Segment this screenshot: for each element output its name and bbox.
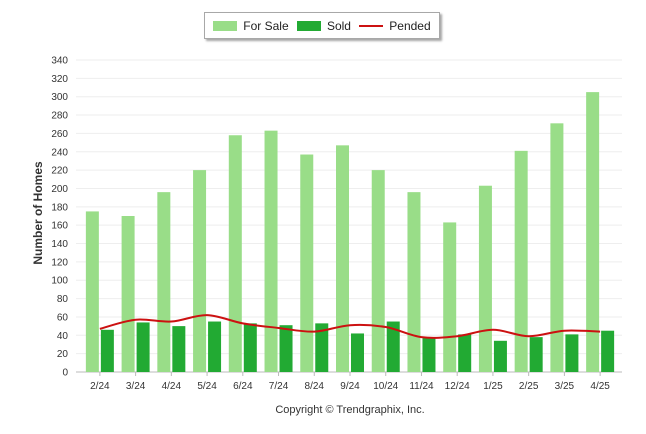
bar-sold <box>243 323 257 372</box>
x-tick-label: 12/24 <box>445 381 470 392</box>
legend-label-pended: Pended <box>389 18 431 33</box>
y-tick-label: 80 <box>57 294 69 305</box>
bar-for-sale <box>228 135 242 372</box>
bar-sold <box>100 329 114 372</box>
legend-item-for-sale[interactable]: For Sale <box>213 18 289 33</box>
y-axis-ticks: 0 20 40 60 80 100 120 140 160 180 200 220 240 260 280 3… <box>51 56 68 379</box>
bar-sold <box>279 325 293 372</box>
bar-for-sale <box>193 170 207 372</box>
legend-swatch-for-sale <box>213 20 238 31</box>
bar-sold <box>565 334 579 372</box>
copyright-text: Copyright © Trendgraphix, Inc. <box>275 404 424 416</box>
bar-for-sale <box>407 192 421 372</box>
bars-group <box>85 92 615 372</box>
legend-swatch-sold <box>296 20 321 31</box>
y-axis-title: Number of Homes <box>31 161 45 265</box>
y-tick-label: 300 <box>51 92 68 103</box>
y-tick-label: 60 <box>57 312 69 323</box>
y-tick-label: 40 <box>57 331 69 342</box>
legend-swatch-pended <box>359 24 384 27</box>
y-tick-label: 260 <box>51 129 68 140</box>
bar-for-sale <box>85 211 99 372</box>
bar-for-sale <box>121 216 135 372</box>
bar-sold <box>172 326 186 372</box>
x-tick-label: 10/24 <box>373 381 398 392</box>
x-tick-label: 2/25 <box>519 381 539 392</box>
legend-item-pended[interactable]: Pended <box>359 18 431 33</box>
x-tick-label: 4/25 <box>590 381 610 392</box>
y-tick-label: 140 <box>51 239 68 250</box>
legend: For Sale Sold Pended <box>204 12 440 39</box>
x-tick-label: 5/24 <box>197 381 217 392</box>
legend-label-for-sale: For Sale <box>243 18 289 33</box>
bar-for-sale <box>157 192 171 372</box>
y-tick-label: 120 <box>51 257 68 268</box>
legend-item-sold[interactable]: Sold <box>296 18 351 33</box>
bar-for-sale <box>371 170 385 372</box>
bar-sold <box>351 333 364 372</box>
x-tick-label: 9/24 <box>340 381 360 392</box>
bar-for-sale <box>478 185 492 372</box>
x-tick-label: 3/25 <box>555 381 575 392</box>
lines-group <box>99 314 601 339</box>
y-tick-label: 320 <box>51 74 68 85</box>
bar-for-sale <box>336 145 349 372</box>
x-tick-label: 3/24 <box>126 381 146 392</box>
y-tick-label: 200 <box>51 184 68 195</box>
bar-for-sale <box>550 123 564 372</box>
bar-sold <box>315 323 329 372</box>
y-tick-label: 240 <box>51 147 68 158</box>
bar-for-sale <box>443 222 457 372</box>
bar-for-sale <box>514 150 528 372</box>
x-tick-label: 7/24 <box>269 381 289 392</box>
x-tick-label: 1/25 <box>483 381 503 392</box>
x-tick-label: 8/24 <box>305 381 325 392</box>
bar-sold <box>136 322 150 372</box>
bar-sold <box>386 321 400 372</box>
bar-for-sale <box>586 92 600 372</box>
x-tick-label: 6/24 <box>233 381 253 392</box>
bar-for-sale <box>300 154 314 372</box>
y-tick-label: 100 <box>51 276 68 287</box>
y-tick-label: 220 <box>51 166 68 177</box>
x-axis-ticks: 2/24 3/24 4/24 5/24 6/24 7/24 8/24 9/24 10/24 11/… <box>90 372 610 392</box>
bar-sold <box>601 330 615 372</box>
bar-sold <box>493 340 507 372</box>
x-tick-label: 11/24 <box>409 381 434 392</box>
legend-label-sold: Sold <box>326 18 351 33</box>
bar-sold <box>529 337 543 372</box>
y-tick-label: 160 <box>51 221 68 232</box>
x-tick-label: 4/24 <box>162 381 182 392</box>
y-tick-label: 280 <box>51 111 68 122</box>
y-tick-label: 180 <box>51 202 68 213</box>
x-tick-label: 2/24 <box>90 381 110 392</box>
line-pended <box>99 314 601 339</box>
y-tick-label: 0 <box>62 368 68 379</box>
bar-for-sale <box>264 130 278 372</box>
y-tick-label: 340 <box>51 56 68 67</box>
bar-sold <box>458 334 472 372</box>
y-tick-label: 20 <box>57 349 69 360</box>
bar-sold <box>422 338 436 372</box>
bar-sold <box>208 321 222 372</box>
